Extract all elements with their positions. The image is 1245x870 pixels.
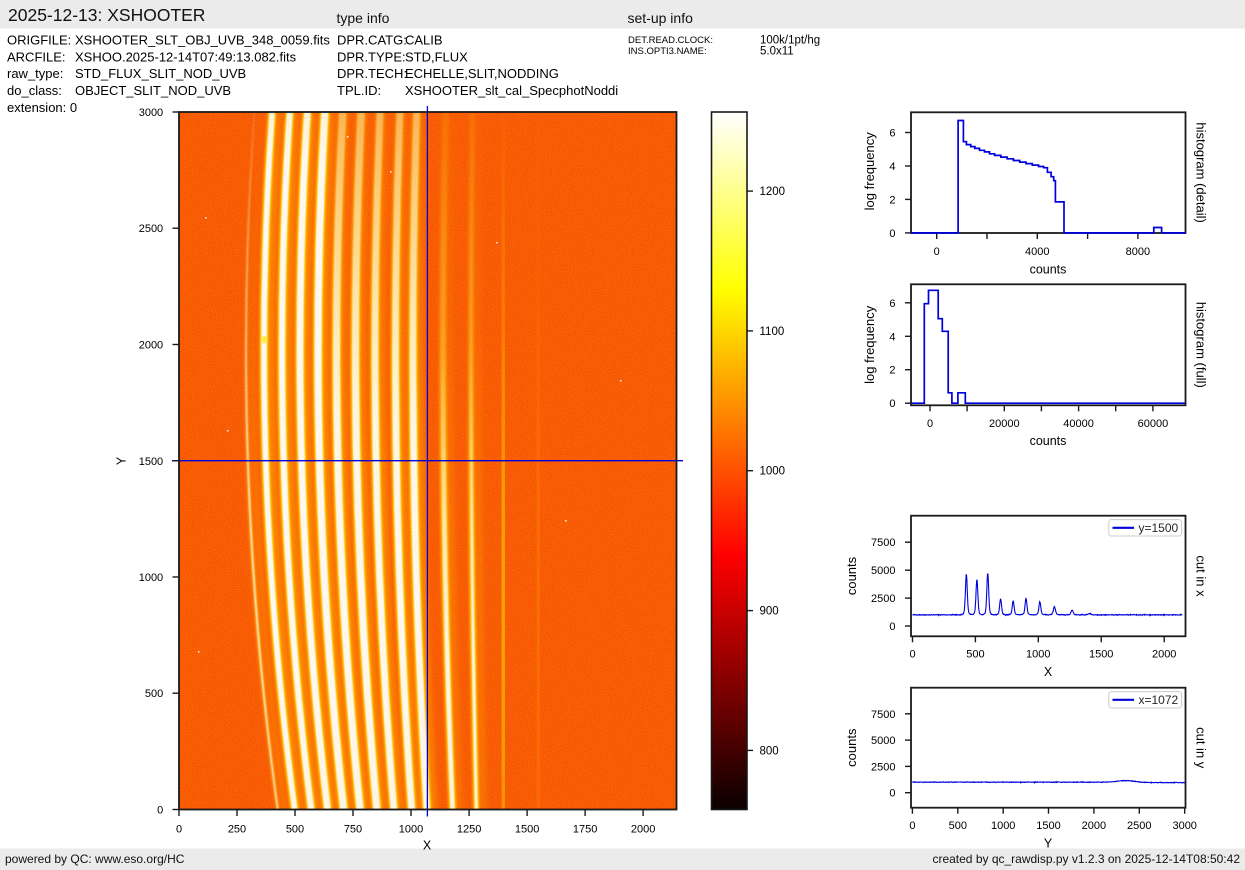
svg-text:1000: 1000 bbox=[139, 572, 163, 584]
svg-text:counts: counts bbox=[1030, 434, 1067, 448]
svg-text:histogram (full): histogram (full) bbox=[1194, 302, 1209, 388]
svg-text:3000: 3000 bbox=[1172, 820, 1196, 832]
svg-text:1500: 1500 bbox=[1036, 820, 1060, 832]
svg-text:4: 4 bbox=[889, 161, 895, 173]
svg-text:7500: 7500 bbox=[871, 709, 895, 721]
svg-text:ARCFILE:: ARCFILE: bbox=[7, 49, 66, 64]
svg-text:1500: 1500 bbox=[139, 456, 163, 468]
svg-text:TPL.ID:: TPL.ID: bbox=[337, 83, 381, 98]
svg-text:5000: 5000 bbox=[871, 735, 895, 747]
svg-text:DPR.TYPE:: DPR.TYPE: bbox=[337, 49, 406, 64]
svg-text:500: 500 bbox=[286, 823, 304, 835]
svg-text:8000: 8000 bbox=[1126, 246, 1150, 258]
svg-text:0: 0 bbox=[934, 246, 940, 258]
svg-text:0: 0 bbox=[909, 820, 915, 832]
svg-text:STD_FLUX_SLIT_NOD_UVB: STD_FLUX_SLIT_NOD_UVB bbox=[75, 66, 246, 81]
svg-text:cut in y: cut in y bbox=[1194, 727, 1209, 769]
svg-text:250: 250 bbox=[228, 823, 246, 835]
svg-text:2000: 2000 bbox=[1152, 649, 1176, 661]
svg-text:2000: 2000 bbox=[631, 823, 655, 835]
svg-text:60000: 60000 bbox=[1138, 418, 1169, 430]
svg-text:0: 0 bbox=[157, 805, 163, 817]
svg-text:7500: 7500 bbox=[871, 537, 895, 549]
svg-text:1000: 1000 bbox=[991, 820, 1015, 832]
svg-text:500: 500 bbox=[966, 649, 984, 661]
svg-text:2025-12-13: XSHOOTER: 2025-12-13: XSHOOTER bbox=[8, 5, 205, 25]
svg-text:DPR.CATG:: DPR.CATG: bbox=[337, 32, 407, 47]
svg-text:created by qc_rawdisp.py v1.2.: created by qc_rawdisp.py v1.2.3 on 2025-… bbox=[932, 852, 1240, 866]
svg-text:type info: type info bbox=[337, 10, 390, 26]
svg-text:Y: Y bbox=[1044, 836, 1053, 850]
svg-text:2500: 2500 bbox=[871, 593, 895, 605]
svg-text:1200: 1200 bbox=[760, 186, 786, 198]
svg-text:INS.OPTI3.NAME:: INS.OPTI3.NAME: bbox=[628, 46, 707, 57]
svg-text:x=1072: x=1072 bbox=[1139, 693, 1179, 707]
svg-text:1000: 1000 bbox=[399, 823, 423, 835]
svg-text:set-up info: set-up info bbox=[628, 10, 694, 26]
svg-text:XSHOOTER_SLT_OBJ_UVB_348_0059.: XSHOOTER_SLT_OBJ_UVB_348_0059.fits bbox=[75, 32, 330, 47]
svg-text:X: X bbox=[1044, 665, 1053, 679]
svg-text:2: 2 bbox=[889, 194, 895, 206]
svg-text:0: 0 bbox=[889, 398, 895, 410]
svg-text:6: 6 bbox=[889, 128, 895, 140]
svg-text:5000: 5000 bbox=[871, 565, 895, 577]
svg-text:1250: 1250 bbox=[457, 823, 481, 835]
svg-text:counts: counts bbox=[844, 728, 859, 767]
svg-text:100k/1pt/hg: 100k/1pt/hg bbox=[760, 34, 820, 46]
svg-text:6: 6 bbox=[889, 298, 895, 310]
svg-text:DET.READ.CLOCK:: DET.READ.CLOCK: bbox=[628, 35, 713, 46]
svg-text:0: 0 bbox=[927, 418, 933, 430]
svg-text:1500: 1500 bbox=[1089, 649, 1113, 661]
svg-text:log frequency: log frequency bbox=[862, 132, 877, 211]
svg-text:20000: 20000 bbox=[989, 418, 1020, 430]
svg-text:counts: counts bbox=[1030, 262, 1067, 276]
svg-text:raw_type:: raw_type: bbox=[7, 66, 63, 81]
svg-text:500: 500 bbox=[145, 688, 163, 700]
svg-text:XSHOOTER_slt_cal_SpecphotNoddi: XSHOOTER_slt_cal_SpecphotNoddi bbox=[405, 83, 618, 98]
svg-text:extension: 0: extension: 0 bbox=[7, 100, 77, 115]
svg-text:ECHELLE,SLIT,NODDING: ECHELLE,SLIT,NODDING bbox=[405, 66, 559, 81]
svg-text:Y: Y bbox=[115, 456, 129, 465]
svg-text:OBJECT_SLIT_NOD_UVB: OBJECT_SLIT_NOD_UVB bbox=[75, 83, 231, 98]
svg-text:powered by QC: www.eso.org/HC: powered by QC: www.eso.org/HC bbox=[5, 852, 185, 866]
svg-text:0: 0 bbox=[909, 649, 915, 661]
svg-text:2500: 2500 bbox=[1127, 820, 1151, 832]
svg-text:ORIGFILE:: ORIGFILE: bbox=[7, 32, 71, 47]
svg-text:1500: 1500 bbox=[515, 823, 539, 835]
svg-text:40000: 40000 bbox=[1063, 418, 1094, 430]
svg-text:0: 0 bbox=[889, 228, 895, 240]
svg-text:counts: counts bbox=[844, 556, 859, 595]
svg-text:2500: 2500 bbox=[871, 761, 895, 773]
svg-text:2: 2 bbox=[889, 365, 895, 377]
svg-text:900: 900 bbox=[760, 606, 779, 618]
svg-text:0: 0 bbox=[889, 788, 895, 800]
svg-text:X: X bbox=[423, 839, 432, 853]
svg-text:1750: 1750 bbox=[573, 823, 597, 835]
svg-text:800: 800 bbox=[760, 745, 779, 757]
svg-text:2000: 2000 bbox=[1082, 820, 1106, 832]
svg-text:1000: 1000 bbox=[760, 466, 786, 478]
svg-text:1000: 1000 bbox=[1026, 649, 1050, 661]
svg-text:750: 750 bbox=[344, 823, 362, 835]
svg-text:2500: 2500 bbox=[139, 223, 163, 235]
svg-text:DPR.TECH:: DPR.TECH: bbox=[337, 66, 407, 81]
svg-text:2000: 2000 bbox=[139, 340, 163, 352]
svg-text:4000: 4000 bbox=[1025, 246, 1049, 258]
svg-text:do_class:: do_class: bbox=[7, 83, 62, 98]
svg-text:4: 4 bbox=[889, 331, 895, 343]
svg-text:1100: 1100 bbox=[760, 326, 785, 338]
svg-text:STD,FLUX: STD,FLUX bbox=[405, 49, 468, 64]
svg-text:CALIB: CALIB bbox=[405, 32, 443, 47]
svg-text:500: 500 bbox=[949, 820, 967, 832]
svg-text:histogram (detail): histogram (detail) bbox=[1194, 122, 1209, 222]
svg-text:0: 0 bbox=[176, 823, 182, 835]
svg-text:3000: 3000 bbox=[139, 107, 163, 119]
svg-text:log frequency: log frequency bbox=[862, 305, 877, 384]
svg-text:cut in x: cut in x bbox=[1194, 555, 1209, 597]
svg-text:XSHOO.2025-12-14T07:49:13.082.: XSHOO.2025-12-14T07:49:13.082.fits bbox=[75, 49, 297, 64]
svg-text:0: 0 bbox=[889, 621, 895, 633]
svg-text:5.0x11: 5.0x11 bbox=[760, 46, 794, 58]
svg-text:y=1500: y=1500 bbox=[1139, 521, 1179, 535]
